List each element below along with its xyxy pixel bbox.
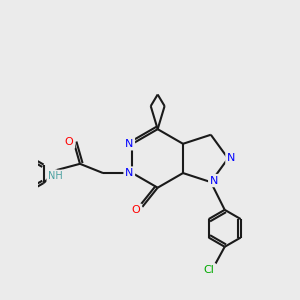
Text: N: N xyxy=(210,176,218,186)
Text: N: N xyxy=(125,139,134,149)
Text: Cl: Cl xyxy=(204,265,215,275)
Text: N: N xyxy=(125,168,134,178)
Text: O: O xyxy=(65,137,74,147)
Text: O: O xyxy=(132,205,140,215)
Text: N: N xyxy=(227,153,235,164)
Text: NH: NH xyxy=(48,171,63,181)
